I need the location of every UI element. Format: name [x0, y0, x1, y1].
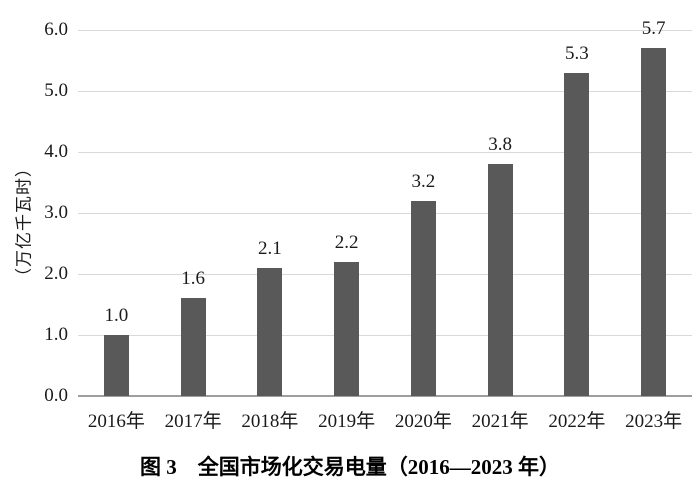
x-axis-label: 2017年	[164, 411, 222, 432]
bar-group: 2.1	[232, 30, 309, 396]
bar-data-label: 3.8	[488, 134, 512, 156]
bar	[257, 267, 283, 396]
x-axis-label: 2023年	[625, 411, 683, 432]
bar	[487, 164, 513, 396]
y-tick-label: 3.0	[44, 202, 68, 223]
x-axis-label: 2022年	[548, 411, 606, 432]
y-tick-label: 6.0	[44, 19, 68, 40]
bar-data-label: 5.3	[565, 42, 589, 64]
bar	[103, 335, 129, 396]
y-tick-label: 0.0	[44, 385, 68, 406]
bar-data-label: 1.6	[181, 268, 205, 290]
bar-group: 5.7	[615, 19, 692, 396]
bar-data-label: 2.2	[334, 231, 359, 253]
bar-group: 5.3	[539, 30, 616, 396]
bar	[334, 261, 360, 396]
y-tick-label: 1.0	[44, 324, 68, 345]
plot-area: 1.0 1.6 2.1 2.2 3.2 3.8 5.3 5.7	[78, 19, 692, 397]
x-axis-label: 2021年	[471, 411, 529, 432]
gridline	[78, 213, 692, 214]
bars-row: 1.0 1.6 2.1 2.2 3.2 3.8 5.3 5.7	[78, 19, 692, 396]
bar	[641, 48, 667, 396]
bar-data-label: 1.0	[104, 305, 129, 326]
bar-group: 1.0	[78, 30, 155, 396]
gridline	[78, 335, 692, 336]
bar-group: 3.2	[385, 30, 462, 396]
bar-data-label: 5.7	[641, 18, 666, 40]
gridline	[78, 30, 692, 31]
bar	[564, 72, 590, 396]
x-axis-label: 2019年	[318, 411, 376, 432]
x-axis-line	[78, 395, 692, 397]
x-axis-label: 2016年	[87, 411, 145, 432]
x-axis-labels: 2016年 2017年 2018年 2019年 2020年 2021年 2022年 2023年	[78, 406, 692, 433]
x-axis-label: 2018年	[241, 411, 299, 432]
y-tick-label: 4.0	[44, 141, 68, 162]
bar	[180, 298, 206, 396]
bar-data-label: 3.2	[411, 170, 436, 192]
gridline	[78, 274, 692, 275]
gridline	[78, 152, 692, 153]
bar-group: 1.6	[155, 30, 232, 396]
bar-group: 2.2	[308, 30, 385, 396]
figure-caption: 图 3 全国市场化交易电量（2016—2023 年）	[140, 455, 560, 479]
y-tick-label: 2.0	[44, 263, 68, 284]
gridline	[78, 91, 692, 92]
y-tick-label: 5.0	[44, 80, 68, 101]
bar	[410, 200, 436, 396]
bar-data-label: 2.1	[258, 237, 282, 259]
x-axis-label: 2020年	[394, 411, 452, 432]
bar-group: 3.8	[462, 30, 539, 396]
